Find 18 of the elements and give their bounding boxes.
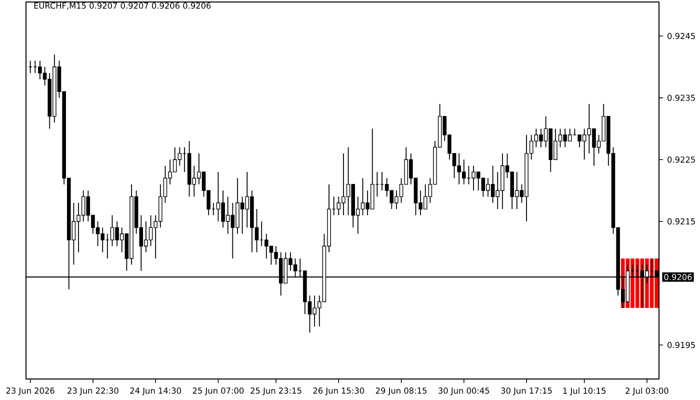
x-tick-label: 30 Jun 17:15 bbox=[501, 388, 552, 396]
y-tick-label: 0.9225 bbox=[668, 156, 695, 163]
ref-line-label: 0.9206 bbox=[664, 274, 692, 280]
x-tick-label: 2 Jul 03:00 bbox=[626, 388, 668, 396]
y-tick-label: 0.9245 bbox=[668, 32, 695, 40]
x-tick-label: 24 Jun 14:30 bbox=[130, 388, 181, 396]
x-tick-label: 25 Jun 23:15 bbox=[250, 388, 302, 396]
x-tick-label: 26 Jun 15:30 bbox=[313, 388, 364, 396]
x-tick-label: 29 Jun 08:15 bbox=[376, 388, 426, 396]
y-tick-label: 0.9215 bbox=[668, 218, 695, 224]
y-tick-label: 0.9235 bbox=[668, 94, 695, 101]
chart-title: EURCHF,M15 0.9207 0.9207 0.9206 0.9206 bbox=[34, 2, 211, 10]
x-tick-label: 23 Jun 2026 bbox=[6, 388, 54, 396]
y-tick-label: 0.9195 bbox=[668, 342, 695, 348]
x-tick-label: 30 Jun 00:45 bbox=[438, 388, 490, 396]
x-tick-label: 25 Jun 07:00 bbox=[192, 388, 244, 396]
x-tick-label: 1 Jul 10:15 bbox=[563, 388, 606, 396]
x-tick-label: 23 Jun 22:30 bbox=[68, 388, 118, 396]
